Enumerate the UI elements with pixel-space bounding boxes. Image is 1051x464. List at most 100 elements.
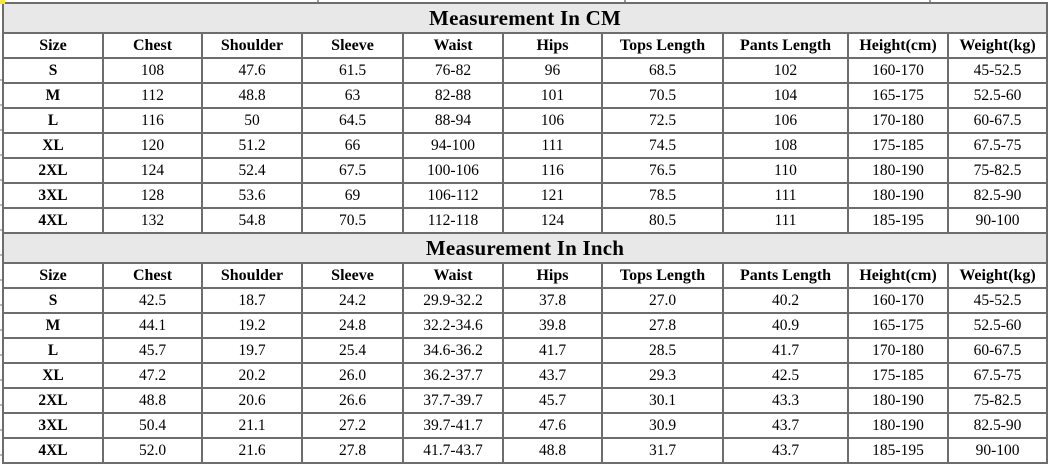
value-cell: 45-52.5 <box>946 287 1049 314</box>
value-cell: 90-100 <box>946 437 1049 464</box>
value-cell: 54.8 <box>201 207 303 234</box>
value-cell: 43.3 <box>722 387 849 414</box>
value-cell: 24.2 <box>301 287 404 314</box>
value-cell: 30.9 <box>601 412 724 439</box>
value-cell: 43.7 <box>722 412 849 439</box>
value-cell: 128 <box>102 182 203 209</box>
value-cell: 82.5-90 <box>946 412 1049 439</box>
column-header: Height(cm) <box>847 262 949 289</box>
value-cell: 72.5 <box>601 107 724 134</box>
value-cell: 48.8 <box>102 387 203 414</box>
left-gridline-ticks <box>0 56 3 460</box>
column-header: Height(cm) <box>847 32 949 59</box>
value-cell: 160-170 <box>847 287 949 314</box>
value-cell: 110 <box>722 157 849 184</box>
table-row: L 45.7 19.7 25.4 34.6-36.2 41.7 28.5 41.7 170-18… <box>2 337 1049 364</box>
value-cell: 82.5-90 <box>946 182 1049 209</box>
value-cell: 27.8 <box>601 312 724 339</box>
value-cell: 112 <box>102 82 203 109</box>
value-cell: 111 <box>722 207 849 234</box>
column-header: Shoulder <box>201 32 303 59</box>
value-cell: 26.6 <box>301 387 404 414</box>
value-cell: 70.5 <box>601 82 724 109</box>
value-cell: 19.7 <box>201 337 303 364</box>
column-header: Pants Length <box>722 32 849 59</box>
size-cell: M <box>2 312 104 339</box>
value-cell: 120 <box>102 132 203 159</box>
top-gridline-tick <box>624 0 626 3</box>
value-cell: 80.5 <box>601 207 724 234</box>
value-cell: 108 <box>102 57 203 84</box>
value-cell: 42.5 <box>102 287 203 314</box>
size-cell: XL <box>2 362 104 389</box>
size-cell: 2XL <box>2 387 104 414</box>
value-cell: 170-180 <box>847 107 949 134</box>
value-cell: 45.7 <box>502 387 603 414</box>
value-cell: 132 <box>102 207 203 234</box>
size-cell: L <box>2 107 104 134</box>
size-cell: L <box>2 337 104 364</box>
value-cell: 27.2 <box>301 412 404 439</box>
column-header: Hips <box>502 262 603 289</box>
value-cell: 50.4 <box>102 412 203 439</box>
header-row: Size Chest Shoulder Sleeve Waist Hips Tops Len… <box>2 32 1049 59</box>
value-cell: 124 <box>102 157 203 184</box>
value-cell: 21.6 <box>201 437 303 464</box>
value-cell: 74.5 <box>601 132 724 159</box>
size-cell: 4XL <box>2 207 104 234</box>
value-cell: 185-195 <box>847 207 949 234</box>
value-cell: 165-175 <box>847 312 949 339</box>
value-cell: 94-100 <box>402 132 504 159</box>
value-cell: 19.2 <box>201 312 303 339</box>
value-cell: 52.5-60 <box>946 82 1049 109</box>
value-cell: 67.5 <box>301 157 404 184</box>
value-cell: 124 <box>502 207 603 234</box>
value-cell: 20.2 <box>201 362 303 389</box>
value-cell: 21.1 <box>201 412 303 439</box>
table-row: S 42.5 18.7 24.2 29.9-32.2 37.8 27.0 40.2 160-17… <box>2 287 1049 314</box>
value-cell: 48.8 <box>201 82 303 109</box>
column-header: Shoulder <box>201 262 303 289</box>
value-cell: 41.7 <box>722 337 849 364</box>
value-cell: 116 <box>102 107 203 134</box>
value-cell: 185-195 <box>847 437 949 464</box>
value-cell: 37.8 <box>502 287 603 314</box>
table-row: 4XL 132 54.8 70.5 112-118 124 80.5 111 185-195 90… <box>2 207 1049 234</box>
size-cell: S <box>2 287 104 314</box>
table-title: Measurement In CM <box>1 2 1049 34</box>
value-cell: 29.3 <box>601 362 724 389</box>
value-cell: 76-82 <box>402 57 504 84</box>
table-row: L 116 50 64.5 88-94 106 72.5 106 170-180 60-67.5 <box>2 107 1049 134</box>
value-cell: 100-106 <box>402 157 504 184</box>
column-header: Sleeve <box>301 32 404 59</box>
value-cell: 64.5 <box>301 107 404 134</box>
value-cell: 26.0 <box>301 362 404 389</box>
value-cell: 52.4 <box>201 157 303 184</box>
sheet-corner-marker <box>0 0 5 4</box>
value-cell: 43.7 <box>502 362 603 389</box>
value-cell: 180-190 <box>847 157 949 184</box>
value-cell: 52.5-60 <box>946 312 1049 339</box>
value-cell: 180-190 <box>847 387 949 414</box>
table-row: 2XL 124 52.4 67.5 100-106 116 76.5 110 180-190 75… <box>2 157 1049 184</box>
value-cell: 29.9-32.2 <box>402 287 504 314</box>
value-cell: 39.7-41.7 <box>402 412 504 439</box>
value-cell: 60-67.5 <box>946 337 1049 364</box>
value-cell: 66 <box>301 132 404 159</box>
value-cell: 90-100 <box>946 207 1049 234</box>
value-cell: 180-190 <box>847 412 949 439</box>
value-cell: 50 <box>201 107 303 134</box>
value-cell: 24.8 <box>301 312 404 339</box>
value-cell: 45-52.5 <box>946 57 1049 84</box>
value-cell: 75-82.5 <box>946 387 1049 414</box>
table-row: XL 47.2 20.2 26.0 36.2-37.7 43.7 29.3 42.5 175-1… <box>2 362 1049 389</box>
value-cell: 111 <box>722 182 849 209</box>
value-cell: 34.6-36.2 <box>402 337 504 364</box>
value-cell: 42.5 <box>722 362 849 389</box>
value-cell: 40.2 <box>722 287 849 314</box>
value-cell: 40.9 <box>722 312 849 339</box>
value-cell: 30.1 <box>601 387 724 414</box>
table-row: M 44.1 19.2 24.8 32.2-34.6 39.8 27.8 40.9 165-17… <box>2 312 1049 339</box>
value-cell: 68.5 <box>601 57 724 84</box>
